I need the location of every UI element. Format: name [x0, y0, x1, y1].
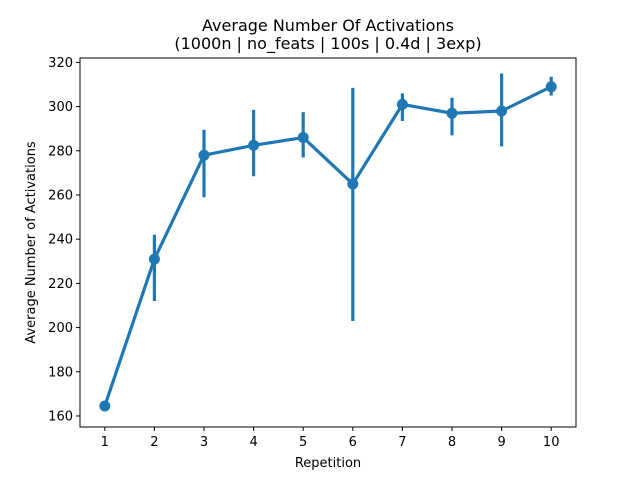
y-tick-label: 280: [48, 144, 73, 159]
series-line: [103, 85, 552, 407]
data-point: [148, 253, 160, 265]
data-point: [198, 149, 210, 161]
plot-area: 160 180 200 220 240 260 280 300 320 1 2 3 4 5 6 7 8 9 10: [48, 56, 559, 450]
x-tick-label: 5: [299, 435, 307, 450]
y-tick-label: 160: [48, 409, 73, 424]
x-axis-label: Repetition: [295, 456, 361, 471]
x-tick-label: 7: [398, 435, 406, 450]
chart-title: Average Number Of Activations: [202, 16, 454, 35]
y-tick-label: 220: [48, 277, 73, 292]
plot-frame: [79, 57, 577, 428]
x-tick-label: 3: [200, 435, 208, 450]
y-tick-label: 180: [48, 365, 73, 380]
data-point: [396, 98, 408, 110]
x-tick-label: 4: [249, 435, 257, 450]
x-tick-label: 1: [101, 435, 109, 450]
data-point: [446, 107, 458, 119]
x-tick-label: 9: [497, 435, 505, 450]
y-tick-label: 240: [48, 233, 73, 248]
data-point: [347, 178, 359, 190]
chart-subtitle: (1000n | no_feats | 100s | 0.4d | 3exp): [174, 34, 481, 54]
y-tick-label: 320: [48, 56, 73, 71]
y-tick-label: 200: [48, 321, 73, 336]
data-point: [248, 139, 260, 151]
y-tick-label: 300: [48, 100, 73, 115]
data-point: [297, 132, 309, 144]
x-tick-label: 10: [543, 435, 560, 450]
y-axis-label: Average Number of Activations: [24, 141, 39, 344]
x-tick-label: 8: [448, 435, 456, 450]
data-point: [496, 105, 508, 117]
x-tick-label: 6: [349, 435, 357, 450]
data-point: [99, 400, 111, 412]
y-tick-label: 260: [48, 188, 73, 203]
x-tick-label: 2: [150, 435, 158, 450]
data-point: [545, 81, 557, 93]
